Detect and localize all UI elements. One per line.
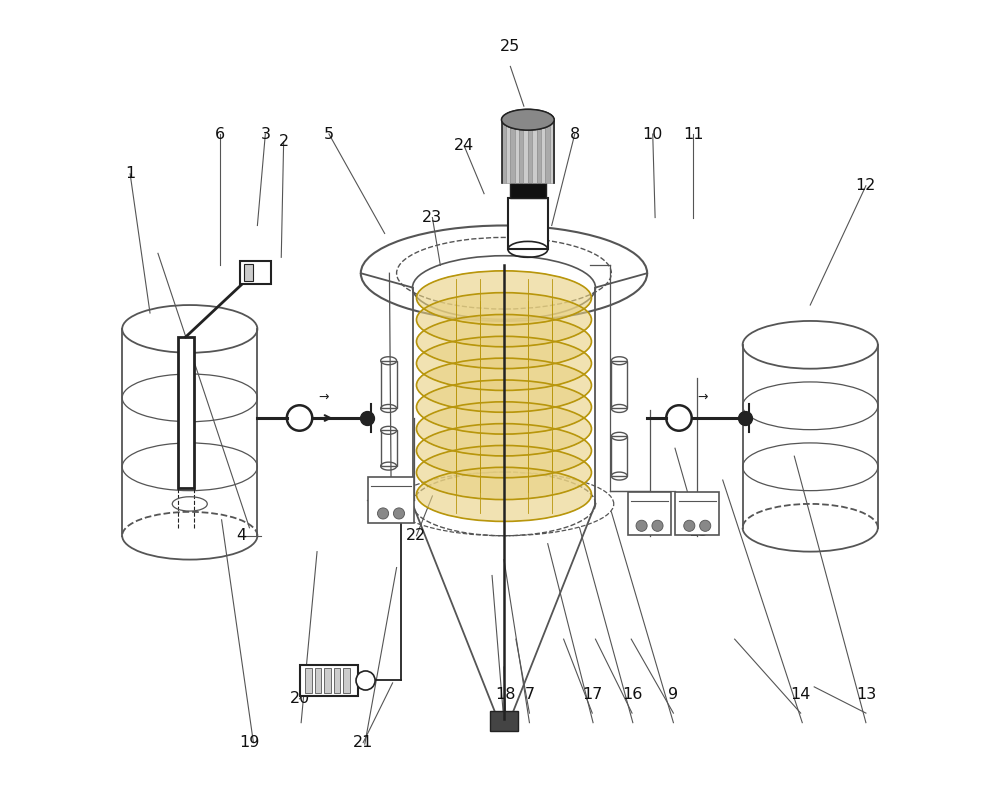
Bar xyxy=(519,119,523,183)
Text: 5: 5 xyxy=(324,127,334,142)
Ellipse shape xyxy=(502,110,554,130)
Circle shape xyxy=(652,520,663,531)
Circle shape xyxy=(378,508,389,519)
Bar xyxy=(545,119,550,183)
Text: 6: 6 xyxy=(215,127,225,142)
Bar xyxy=(334,668,340,693)
Text: 19: 19 xyxy=(239,735,260,750)
Bar xyxy=(628,492,671,535)
Bar xyxy=(381,360,397,409)
Text: 15: 15 xyxy=(689,524,709,539)
Text: 3: 3 xyxy=(260,127,270,142)
Bar xyxy=(300,665,358,696)
Text: 7: 7 xyxy=(524,687,534,702)
Text: 17: 17 xyxy=(582,687,602,702)
Text: 11: 11 xyxy=(683,127,704,142)
Bar xyxy=(343,668,350,693)
Bar xyxy=(611,360,627,409)
Text: 16: 16 xyxy=(622,687,642,702)
Bar xyxy=(240,260,271,284)
Bar xyxy=(490,710,518,731)
Bar xyxy=(506,119,510,183)
Bar xyxy=(178,337,194,488)
Text: 10: 10 xyxy=(643,127,663,142)
Text: 2: 2 xyxy=(279,135,289,150)
Bar xyxy=(510,119,515,183)
Bar xyxy=(510,183,546,198)
Circle shape xyxy=(636,520,647,531)
Text: 12: 12 xyxy=(856,179,876,193)
Text: 1: 1 xyxy=(125,167,135,181)
Text: 8: 8 xyxy=(570,127,580,142)
Bar xyxy=(537,119,541,183)
Bar xyxy=(502,119,506,183)
Text: 14: 14 xyxy=(790,687,811,702)
Bar xyxy=(244,264,253,281)
Text: →: → xyxy=(698,391,708,404)
Bar xyxy=(381,430,397,466)
Text: 24: 24 xyxy=(454,139,474,154)
Bar xyxy=(541,119,545,183)
Ellipse shape xyxy=(416,467,591,521)
Text: 9: 9 xyxy=(668,687,678,702)
Bar xyxy=(523,119,528,183)
Bar xyxy=(368,477,414,523)
Ellipse shape xyxy=(416,358,591,413)
Text: 4: 4 xyxy=(236,528,247,543)
Circle shape xyxy=(393,508,405,519)
Circle shape xyxy=(700,520,711,531)
Text: 22: 22 xyxy=(406,528,427,543)
Text: 23: 23 xyxy=(422,210,442,225)
Ellipse shape xyxy=(416,292,591,347)
Bar xyxy=(532,119,537,183)
Bar xyxy=(315,668,321,693)
Ellipse shape xyxy=(416,271,591,325)
Circle shape xyxy=(356,671,375,690)
Bar xyxy=(515,119,519,183)
Ellipse shape xyxy=(416,315,591,368)
Ellipse shape xyxy=(416,380,591,434)
Ellipse shape xyxy=(416,424,591,477)
Bar xyxy=(675,492,719,535)
Ellipse shape xyxy=(416,336,591,390)
Ellipse shape xyxy=(416,402,591,456)
Text: 18: 18 xyxy=(495,687,516,702)
Text: 13: 13 xyxy=(856,687,876,702)
Bar xyxy=(324,668,331,693)
Text: 21: 21 xyxy=(353,735,373,750)
Circle shape xyxy=(684,520,695,531)
Text: →: → xyxy=(318,391,329,404)
Text: 20: 20 xyxy=(289,691,310,706)
Ellipse shape xyxy=(416,445,591,500)
Bar xyxy=(305,668,312,693)
Bar xyxy=(611,437,627,476)
Bar xyxy=(528,119,532,183)
Text: 25: 25 xyxy=(500,39,520,54)
Bar xyxy=(550,119,554,183)
Bar xyxy=(508,198,548,249)
